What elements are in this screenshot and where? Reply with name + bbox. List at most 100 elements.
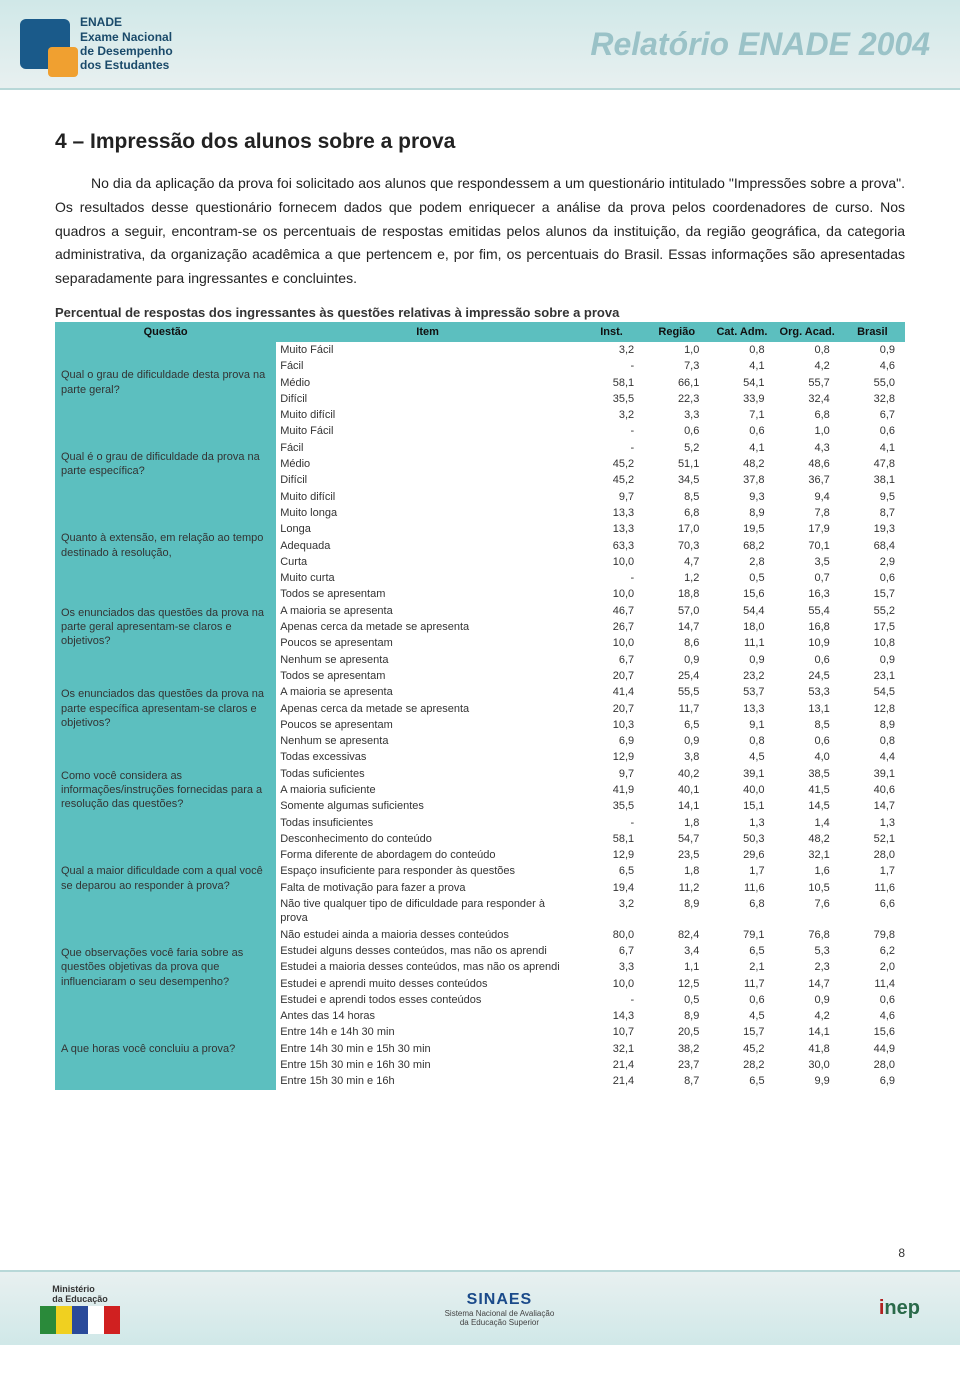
value-cell: 12,5 bbox=[644, 976, 709, 992]
item-cell: Desconhecimento do conteúdo bbox=[276, 831, 579, 847]
value-cell: - bbox=[579, 358, 644, 374]
value-cell: 28,0 bbox=[840, 1057, 905, 1073]
col-regiao: Região bbox=[644, 322, 709, 342]
value-cell: 44,9 bbox=[840, 1041, 905, 1057]
question-cell: Que observações você faria sobre as ques… bbox=[55, 927, 276, 1008]
item-cell: Antes das 14 horas bbox=[276, 1008, 579, 1024]
item-cell: Falta de motivação para fazer a prova bbox=[276, 880, 579, 896]
item-cell: Não tive qualquer tipo de dificuldade pa… bbox=[276, 896, 579, 927]
value-cell: 22,3 bbox=[644, 391, 709, 407]
item-cell: Entre 14h e 14h 30 min bbox=[276, 1024, 579, 1040]
value-cell: 13,3 bbox=[579, 521, 644, 537]
value-cell: 0,9 bbox=[840, 652, 905, 668]
table-row: Quanto à extensão, em relação ao tempo d… bbox=[55, 505, 905, 521]
value-cell: 9,1 bbox=[709, 717, 774, 733]
value-cell: 40,1 bbox=[644, 782, 709, 798]
value-cell: 6,7 bbox=[840, 407, 905, 423]
brasil-flag-icon bbox=[40, 1306, 120, 1334]
footer-inep: iinepnep bbox=[879, 1297, 920, 1320]
value-cell: 79,8 bbox=[840, 927, 905, 943]
value-cell: 11,1 bbox=[709, 635, 774, 651]
value-cell: 82,4 bbox=[644, 927, 709, 943]
value-cell: 0,8 bbox=[840, 733, 905, 749]
value-cell: 48,2 bbox=[775, 831, 840, 847]
table-row: Qual o grau de dificuldade desta prova n… bbox=[55, 342, 905, 358]
value-cell: 3,3 bbox=[644, 407, 709, 423]
item-cell: A maioria suficiente bbox=[276, 782, 579, 798]
page-body: 4 – Impressão dos alunos sobre a prova N… bbox=[0, 90, 960, 1270]
col-questao: Questão bbox=[55, 322, 276, 342]
value-cell: 4,1 bbox=[840, 440, 905, 456]
value-cell: 0,6 bbox=[709, 423, 774, 439]
value-cell: 14,7 bbox=[775, 976, 840, 992]
value-cell: 0,6 bbox=[775, 733, 840, 749]
footer-sinaes: SINAES Sistema Nacional de Avaliação da … bbox=[445, 1291, 555, 1327]
value-cell: 55,4 bbox=[775, 603, 840, 619]
value-cell: 3,5 bbox=[775, 554, 840, 570]
question-cell: A que horas você concluiu a prova? bbox=[55, 1008, 276, 1089]
value-cell: 15,6 bbox=[840, 1024, 905, 1040]
value-cell: 1,2 bbox=[644, 570, 709, 586]
value-cell: 6,9 bbox=[840, 1073, 905, 1089]
value-cell: 13,3 bbox=[579, 505, 644, 521]
item-cell: Difícil bbox=[276, 472, 579, 488]
value-cell: 28,2 bbox=[709, 1057, 774, 1073]
table-header-row: Questão Item Inst. Região Cat. Adm. Org.… bbox=[55, 322, 905, 342]
value-cell: 23,1 bbox=[840, 668, 905, 684]
value-cell: 19,4 bbox=[579, 880, 644, 896]
value-cell: 28,0 bbox=[840, 847, 905, 863]
item-cell: Todas insuficientes bbox=[276, 815, 579, 831]
item-cell: Muito curta bbox=[276, 570, 579, 586]
item-cell: Muito difícil bbox=[276, 489, 579, 505]
value-cell: 35,5 bbox=[579, 391, 644, 407]
value-cell: 4,6 bbox=[840, 358, 905, 374]
value-cell: 58,1 bbox=[579, 375, 644, 391]
value-cell: 6,5 bbox=[709, 943, 774, 959]
item-cell: Muito difícil bbox=[276, 407, 579, 423]
header-logo-block: ENADE Exame Nacional de Desempenho dos E… bbox=[20, 15, 173, 73]
value-cell: 19,3 bbox=[840, 521, 905, 537]
value-cell: 58,1 bbox=[579, 831, 644, 847]
value-cell: 0,9 bbox=[840, 342, 905, 358]
question-cell: Qual a maior dificuldade com a qual você… bbox=[55, 831, 276, 927]
value-cell: 6,9 bbox=[579, 733, 644, 749]
item-cell: Entre 14h 30 min e 15h 30 min bbox=[276, 1041, 579, 1057]
value-cell: 15,7 bbox=[840, 586, 905, 602]
value-cell: 8,7 bbox=[644, 1073, 709, 1089]
item-cell: Estudei alguns desses conteúdos, mas não… bbox=[276, 943, 579, 959]
value-cell: 23,2 bbox=[709, 668, 774, 684]
col-brasil: Brasil bbox=[840, 322, 905, 342]
value-cell: 4,2 bbox=[775, 1008, 840, 1024]
value-cell: 46,7 bbox=[579, 603, 644, 619]
item-cell: Fácil bbox=[276, 440, 579, 456]
value-cell: 4,3 bbox=[775, 440, 840, 456]
value-cell: 0,8 bbox=[709, 733, 774, 749]
item-cell: Todos se apresentam bbox=[276, 586, 579, 602]
value-cell: 0,5 bbox=[644, 992, 709, 1008]
value-cell: 10,9 bbox=[775, 635, 840, 651]
value-cell: 1,1 bbox=[644, 959, 709, 975]
item-cell: Todas excessivas bbox=[276, 749, 579, 765]
value-cell: 79,1 bbox=[709, 927, 774, 943]
table-row: Como você considera as informações/instr… bbox=[55, 749, 905, 765]
value-cell: 50,3 bbox=[709, 831, 774, 847]
header-banner: ENADE Exame Nacional de Desempenho dos E… bbox=[0, 0, 960, 90]
value-cell: 4,1 bbox=[709, 440, 774, 456]
item-cell: Muito Fácil bbox=[276, 342, 579, 358]
value-cell: 0,9 bbox=[775, 992, 840, 1008]
value-cell: 54,4 bbox=[709, 603, 774, 619]
value-cell: 14,1 bbox=[775, 1024, 840, 1040]
footer-ministerio: Ministério da Educação bbox=[40, 1284, 120, 1334]
value-cell: 17,9 bbox=[775, 521, 840, 537]
sinaes-title: SINAES bbox=[445, 1291, 555, 1309]
col-catadm: Cat. Adm. bbox=[709, 322, 774, 342]
value-cell: 18,8 bbox=[644, 586, 709, 602]
item-cell: Muito longa bbox=[276, 505, 579, 521]
value-cell: 20,7 bbox=[579, 701, 644, 717]
value-cell: 54,5 bbox=[840, 684, 905, 700]
value-cell: 7,8 bbox=[775, 505, 840, 521]
value-cell: 10,8 bbox=[840, 635, 905, 651]
value-cell: 45,2 bbox=[579, 456, 644, 472]
value-cell: 55,5 bbox=[644, 684, 709, 700]
value-cell: 6,2 bbox=[840, 943, 905, 959]
